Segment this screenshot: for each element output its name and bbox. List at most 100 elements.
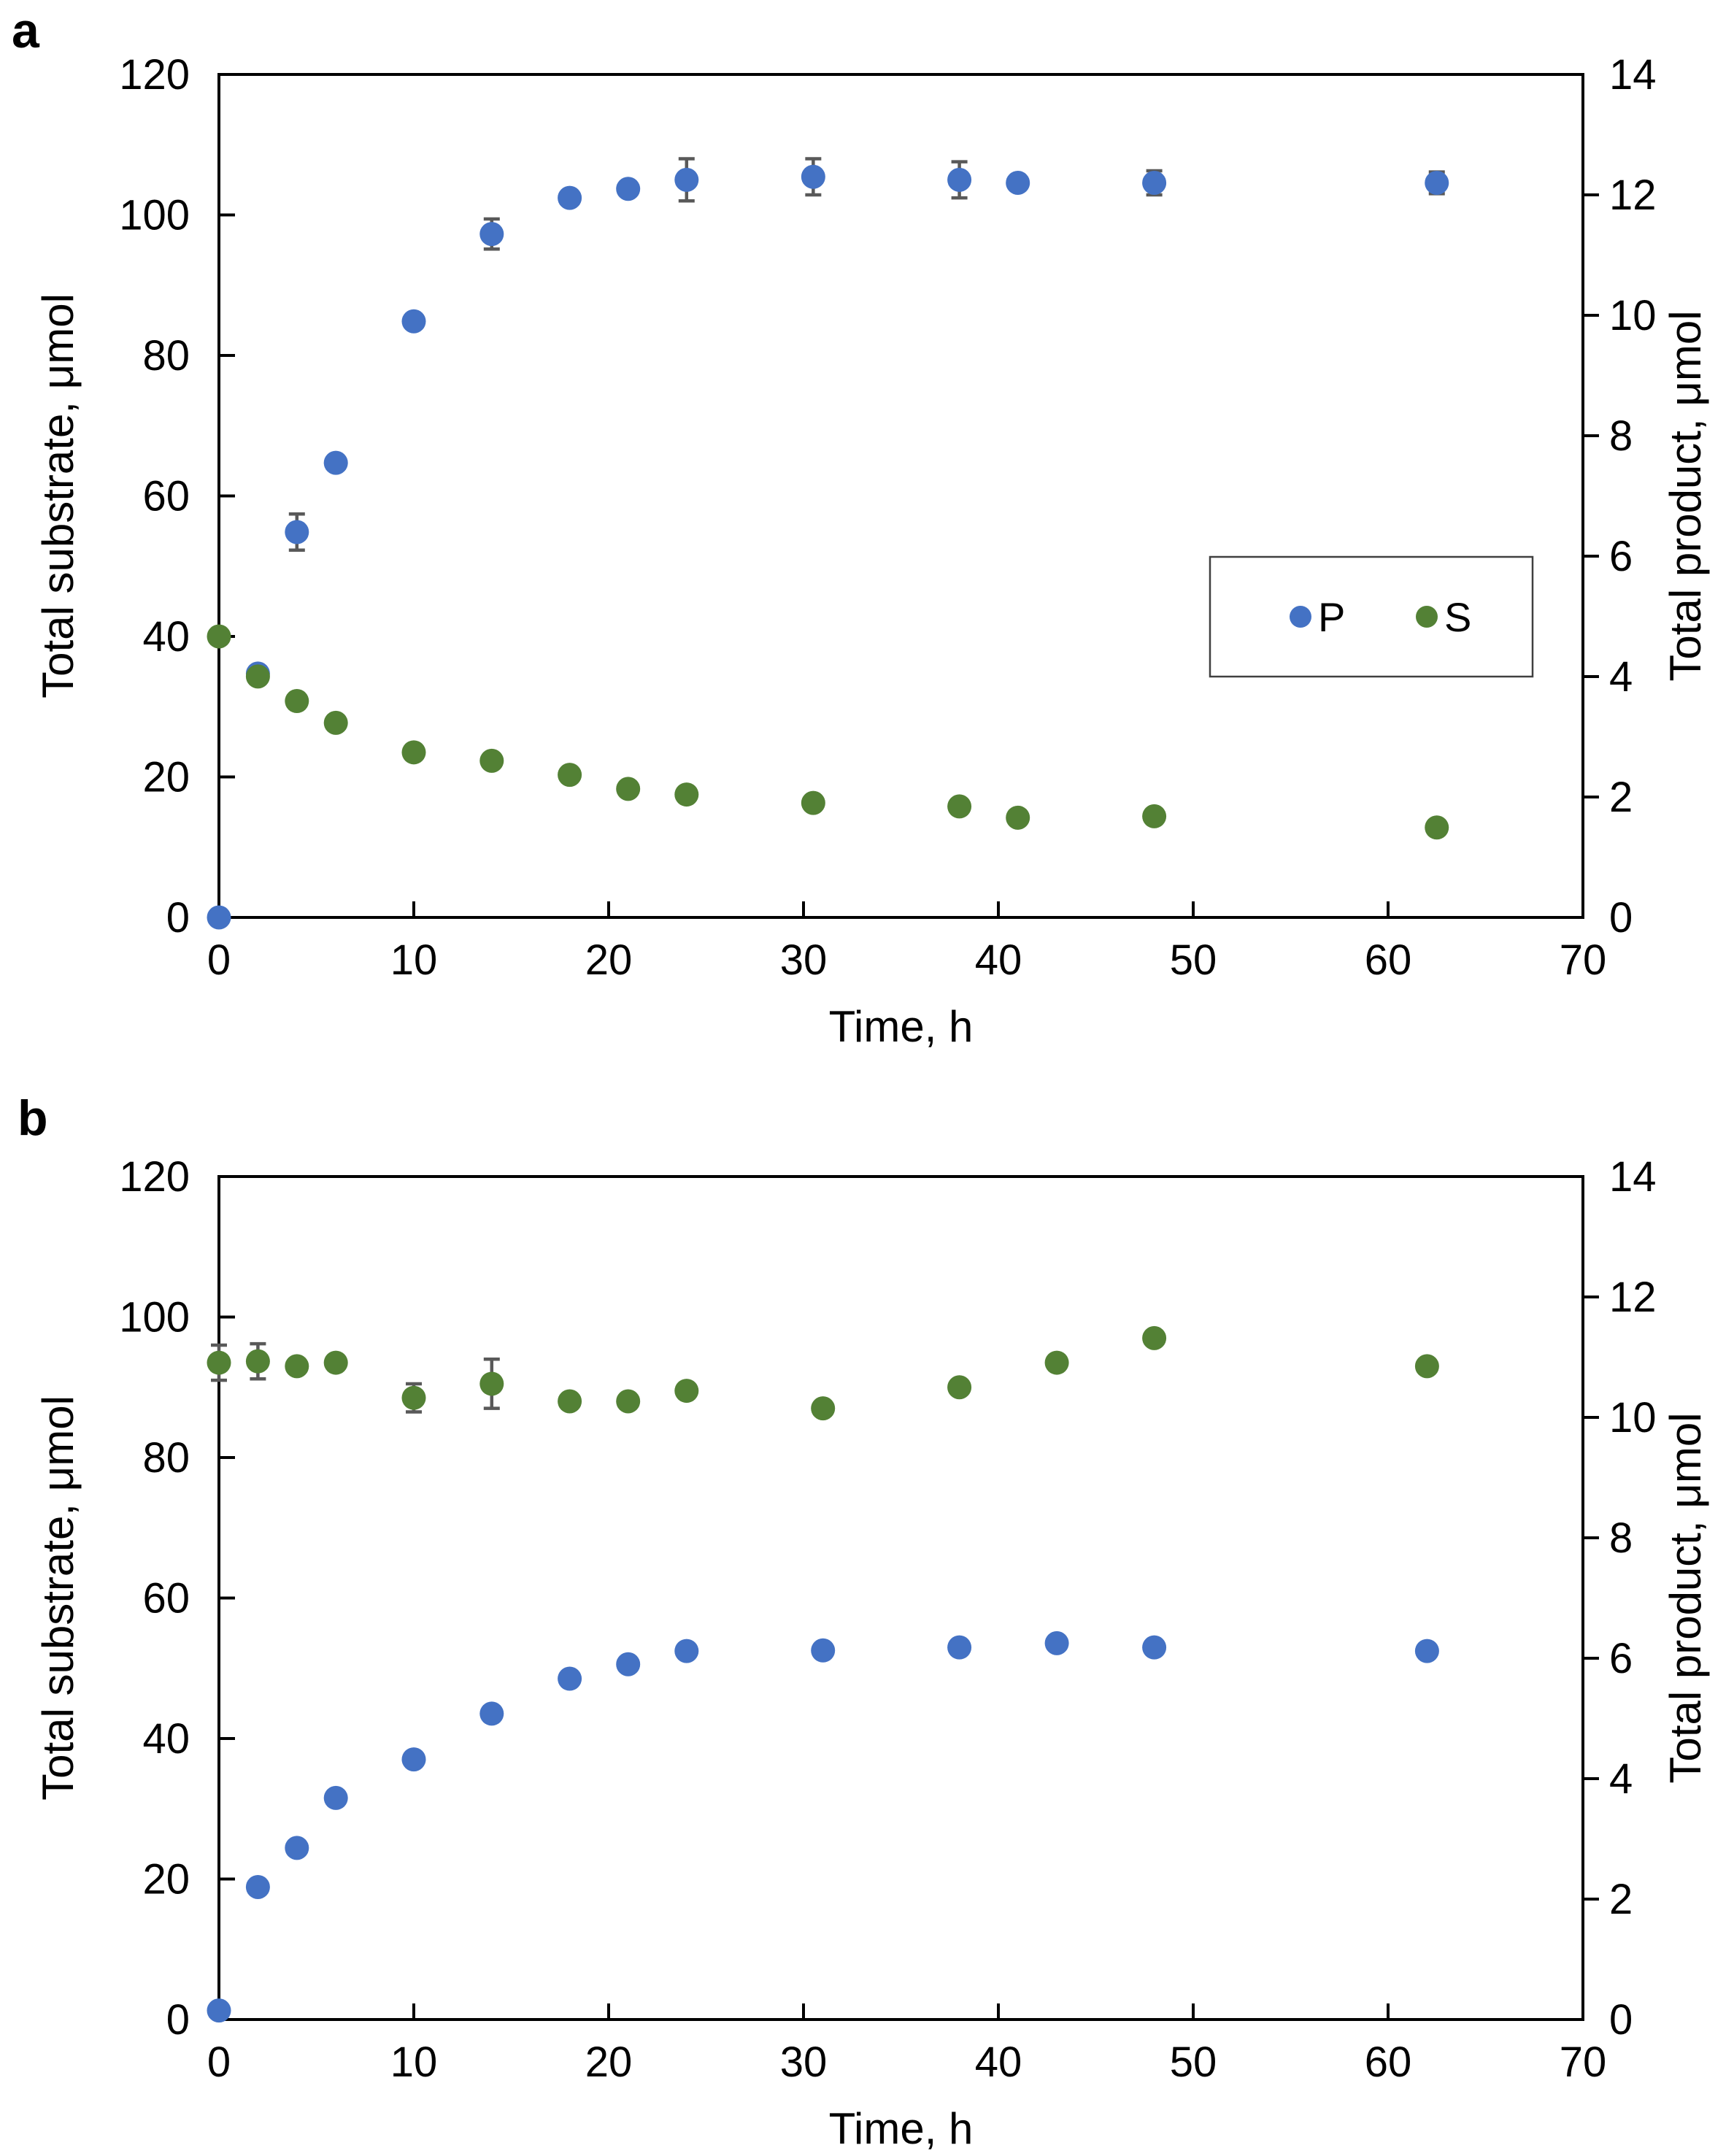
data-point-P bbox=[558, 1666, 582, 1691]
y-left-tick-label: 60 bbox=[142, 1575, 190, 1622]
y-right-tick-label: 8 bbox=[1609, 412, 1633, 460]
data-point-S bbox=[947, 1375, 972, 1400]
legend-marker-S bbox=[1416, 606, 1438, 628]
x-tick-label: 40 bbox=[975, 2038, 1022, 2086]
x-tick-label: 50 bbox=[1170, 2038, 1217, 2086]
y-left-tick-label: 100 bbox=[119, 192, 190, 239]
y-right-tick-label: 2 bbox=[1609, 774, 1633, 821]
data-point-S bbox=[1006, 805, 1030, 830]
data-point-S bbox=[207, 1350, 231, 1375]
y-left-tick-label: 40 bbox=[142, 613, 190, 661]
y-right-tick-label: 2 bbox=[1609, 1876, 1633, 1923]
y-left-tick-label: 20 bbox=[142, 1856, 190, 1903]
legend-box bbox=[1209, 555, 1534, 678]
plot-frame bbox=[217, 73, 1584, 919]
y-right-axis-title: Total product, μmol bbox=[1661, 310, 1710, 681]
y-right-tick-label: 0 bbox=[1609, 894, 1633, 942]
data-point-S bbox=[1142, 804, 1167, 828]
y-right-tick-label: 4 bbox=[1609, 653, 1633, 701]
y-right-tick-label: 12 bbox=[1609, 172, 1657, 219]
y-right-tick-label: 14 bbox=[1609, 51, 1657, 99]
data-point-P bbox=[207, 1998, 231, 2023]
data-point-S bbox=[801, 790, 825, 815]
y-right-tick-label: 12 bbox=[1609, 1274, 1657, 1321]
y-left-tick-label: 120 bbox=[119, 51, 190, 99]
data-point-P bbox=[401, 1747, 426, 1772]
legend-label-S: S bbox=[1444, 594, 1471, 640]
x-tick-label: 20 bbox=[585, 936, 633, 984]
data-point-P bbox=[616, 1652, 641, 1676]
data-point-P bbox=[1044, 1631, 1069, 1655]
data-point-S bbox=[479, 1371, 504, 1396]
data-point-P bbox=[401, 309, 426, 334]
x-tick-label: 60 bbox=[1365, 936, 1412, 984]
data-point-P bbox=[479, 222, 504, 247]
data-point-P bbox=[947, 1635, 972, 1660]
data-point-S bbox=[479, 748, 504, 773]
panel-a-label: a bbox=[12, 3, 39, 58]
y-left-axis-title: Total substrate, μmol bbox=[34, 293, 82, 698]
x-axis-title: Time, h bbox=[829, 1002, 974, 1051]
data-point-P bbox=[616, 177, 641, 201]
data-point-P bbox=[285, 1836, 309, 1860]
legend-label-P: P bbox=[1318, 594, 1345, 640]
data-point-S bbox=[811, 1396, 836, 1421]
data-point-S bbox=[1142, 1325, 1167, 1350]
x-tick-label: 20 bbox=[585, 2038, 633, 2086]
x-tick-label: 0 bbox=[207, 2038, 231, 2086]
data-point-S bbox=[401, 1385, 426, 1410]
data-point-P bbox=[558, 185, 582, 210]
legend-marker-P bbox=[1290, 606, 1311, 628]
data-point-P bbox=[207, 905, 231, 930]
x-tick-label: 70 bbox=[1560, 2038, 1607, 2086]
data-point-P bbox=[479, 1701, 504, 1726]
y-right-tick-label: 6 bbox=[1609, 1635, 1633, 1682]
data-point-S bbox=[558, 763, 582, 788]
y-left-tick-label: 80 bbox=[142, 1434, 190, 1482]
x-tick-label: 50 bbox=[1170, 936, 1217, 984]
y-right-tick-label: 10 bbox=[1609, 292, 1657, 339]
data-point-S bbox=[674, 1379, 699, 1404]
data-point-S bbox=[558, 1389, 582, 1414]
data-point-P bbox=[1425, 171, 1449, 195]
y-left-tick-label: 120 bbox=[119, 1153, 190, 1201]
data-point-S bbox=[616, 777, 641, 801]
data-point-S bbox=[245, 664, 270, 689]
data-point-P bbox=[1142, 1635, 1167, 1660]
data-point-S bbox=[1414, 1354, 1439, 1379]
data-point-S bbox=[285, 689, 309, 714]
data-point-S bbox=[1425, 815, 1449, 840]
x-tick-label: 30 bbox=[780, 2038, 828, 2086]
y-right-tick-label: 14 bbox=[1609, 1153, 1657, 1201]
data-point-P bbox=[947, 167, 972, 192]
data-point-P bbox=[323, 450, 348, 475]
data-point-P bbox=[245, 1875, 270, 1899]
data-point-S bbox=[323, 710, 348, 735]
y-left-tick-label: 0 bbox=[166, 894, 190, 942]
x-tick-label: 40 bbox=[975, 936, 1022, 984]
data-point-P bbox=[811, 1638, 836, 1663]
data-point-S bbox=[285, 1354, 309, 1379]
data-point-S bbox=[947, 794, 972, 819]
y-right-axis-title: Total product, μmol bbox=[1661, 1412, 1710, 1783]
data-point-S bbox=[674, 782, 699, 807]
x-tick-label: 0 bbox=[207, 936, 231, 984]
y-left-tick-label: 40 bbox=[142, 1715, 190, 1763]
x-tick-label: 10 bbox=[390, 2038, 438, 2086]
y-left-axis-title: Total substrate, μmol bbox=[34, 1395, 82, 1801]
x-tick-label: 60 bbox=[1365, 2038, 1412, 2086]
data-point-P bbox=[1006, 171, 1030, 195]
y-left-tick-label: 60 bbox=[142, 473, 190, 520]
data-point-P bbox=[801, 164, 825, 189]
x-axis-title: Time, h bbox=[829, 2104, 974, 2153]
plot-frame bbox=[217, 1175, 1584, 2021]
data-point-S bbox=[207, 624, 231, 649]
y-left-tick-label: 100 bbox=[119, 1294, 190, 1341]
x-tick-label: 10 bbox=[390, 936, 438, 984]
data-point-S bbox=[401, 740, 426, 765]
y-left-tick-label: 0 bbox=[166, 1996, 190, 2044]
y-right-tick-label: 6 bbox=[1609, 533, 1633, 580]
data-point-S bbox=[616, 1389, 641, 1414]
y-left-tick-label: 20 bbox=[142, 754, 190, 801]
